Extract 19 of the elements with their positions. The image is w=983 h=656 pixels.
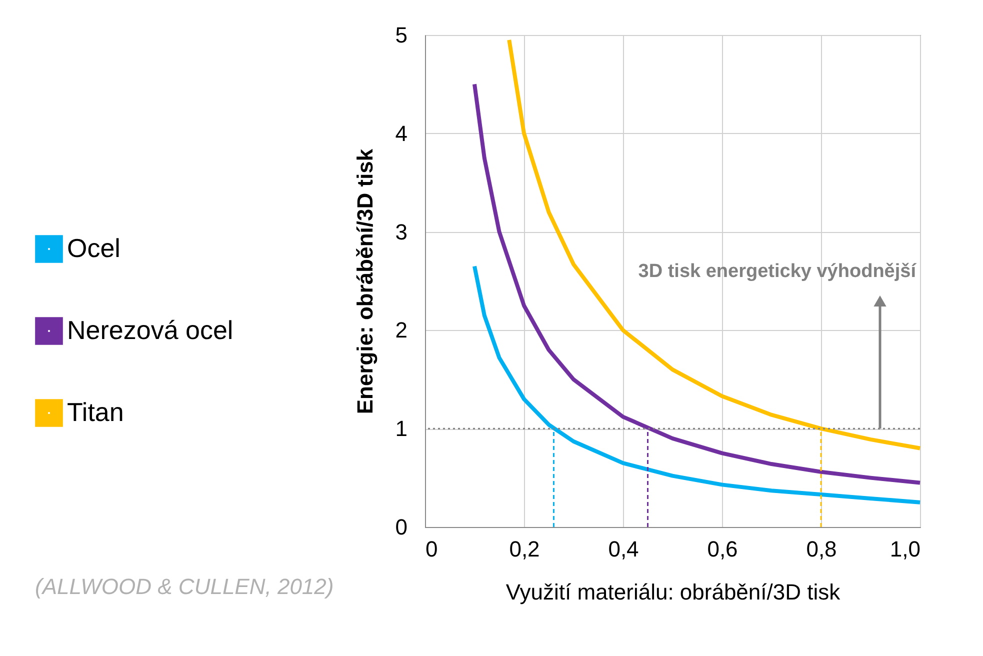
y-tick-label: 5 [395, 22, 408, 48]
x-tick-label: 0 [426, 536, 438, 562]
x-axis-title: Využití materiálu: obrábění/3D tisk [506, 580, 842, 604]
y-tick-label: 3 [395, 219, 408, 244]
y-tick-label: 1 [395, 416, 408, 442]
x-tick-label: 0,6 [707, 536, 738, 562]
x-tick-label: 0,8 [806, 536, 837, 562]
x-tick-label: 0,4 [608, 536, 639, 562]
x-tick-label: 1,0 [890, 536, 920, 562]
text: (ALLWOOD & CULLEN, 2012) [35, 574, 334, 599]
legend-label: Ocel [67, 233, 120, 263]
y-tick-label: 2 [395, 318, 408, 343]
legend-label: Titan [67, 397, 124, 427]
x-tick-label: 0,2 [509, 536, 540, 562]
legend-label: Nerezová ocel [67, 315, 234, 345]
y-axis-title: Energie: obrábění/3D tisk [352, 148, 378, 414]
annotation: 3D tisk energeticky výhodnější [638, 261, 917, 282]
y-tick-label: 4 [395, 120, 408, 146]
y-tick-label: 0 [395, 514, 408, 540]
